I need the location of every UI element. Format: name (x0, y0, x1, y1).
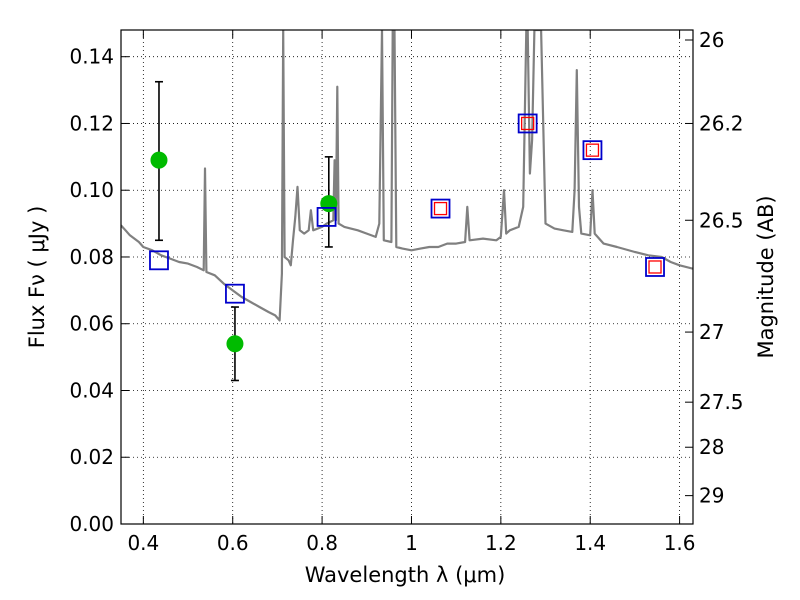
x-tick-label: 0.8 (306, 531, 338, 555)
model-photometry-square (149, 250, 169, 271)
inner-marker-square (433, 201, 448, 216)
y2-tick-label: 26.2 (699, 111, 744, 135)
y-tick-label: 0.04 (69, 378, 114, 402)
grid (121, 30, 693, 525)
axis-ticks: 0.4 0.6 0.8 1 1.2 1.4 1.6 0.00 0.02 0.04 0.06 0.08 0… (69, 28, 743, 555)
x-tick-label: 0.4 (127, 531, 159, 555)
y-tick-label: 0.06 (69, 312, 114, 336)
observed-point (320, 195, 338, 213)
x-tick-label: 1.4 (574, 531, 606, 555)
model-spectrum-series (121, 30, 693, 322)
y-axis-label: Flux Fν ( μJy ) (25, 206, 49, 349)
y-tick-label: 0.02 (69, 445, 114, 469)
y2-tick-label: 26 (699, 28, 724, 52)
y2-tick-label: 28 (699, 435, 724, 459)
model-photometry-square (430, 198, 451, 219)
plot-frame (120, 29, 694, 525)
x-axis-label: Wavelength λ (μm) (305, 563, 506, 587)
model-photometry-square (316, 207, 337, 227)
y-tick-label: 0.08 (69, 245, 114, 269)
axis-labels: Wavelength λ (μm) Flux Fν ( μJy ) Magnit… (25, 195, 778, 587)
x-tick-label: 0.6 (217, 531, 249, 555)
inner-marker-square (585, 143, 600, 157)
y2-axis-label: Magnitude (AB) (754, 195, 778, 358)
inner-marker-square (521, 116, 535, 131)
model-photometry-square (645, 257, 665, 277)
plot-border (120, 29, 694, 525)
y2-tick-label: 27.5 (699, 390, 744, 414)
model-photometry-square (517, 113, 538, 134)
y-tick-label: 0.00 (69, 512, 114, 536)
y2-tick-label: 29 (699, 484, 724, 508)
x-tick-label: 1 (405, 531, 418, 555)
model-photometry-square (582, 140, 603, 161)
model-spectrum-line (121, 30, 693, 322)
inner-marker-square (648, 260, 662, 274)
model-photometry-points (149, 113, 665, 304)
x-tick-label: 1.6 (664, 531, 696, 555)
observed-point (150, 151, 168, 169)
y2-tick-label: 26.5 (699, 208, 744, 232)
y-tick-label: 0.14 (69, 45, 114, 69)
y2-tick-label: 27 (699, 320, 724, 344)
model-photometry-square (225, 283, 245, 304)
observed-point (226, 335, 244, 353)
x-tick-label: 1.2 (485, 531, 517, 555)
observed-points (150, 151, 338, 353)
y-tick-label: 0.12 (69, 111, 114, 135)
y-tick-label: 0.10 (69, 178, 114, 202)
